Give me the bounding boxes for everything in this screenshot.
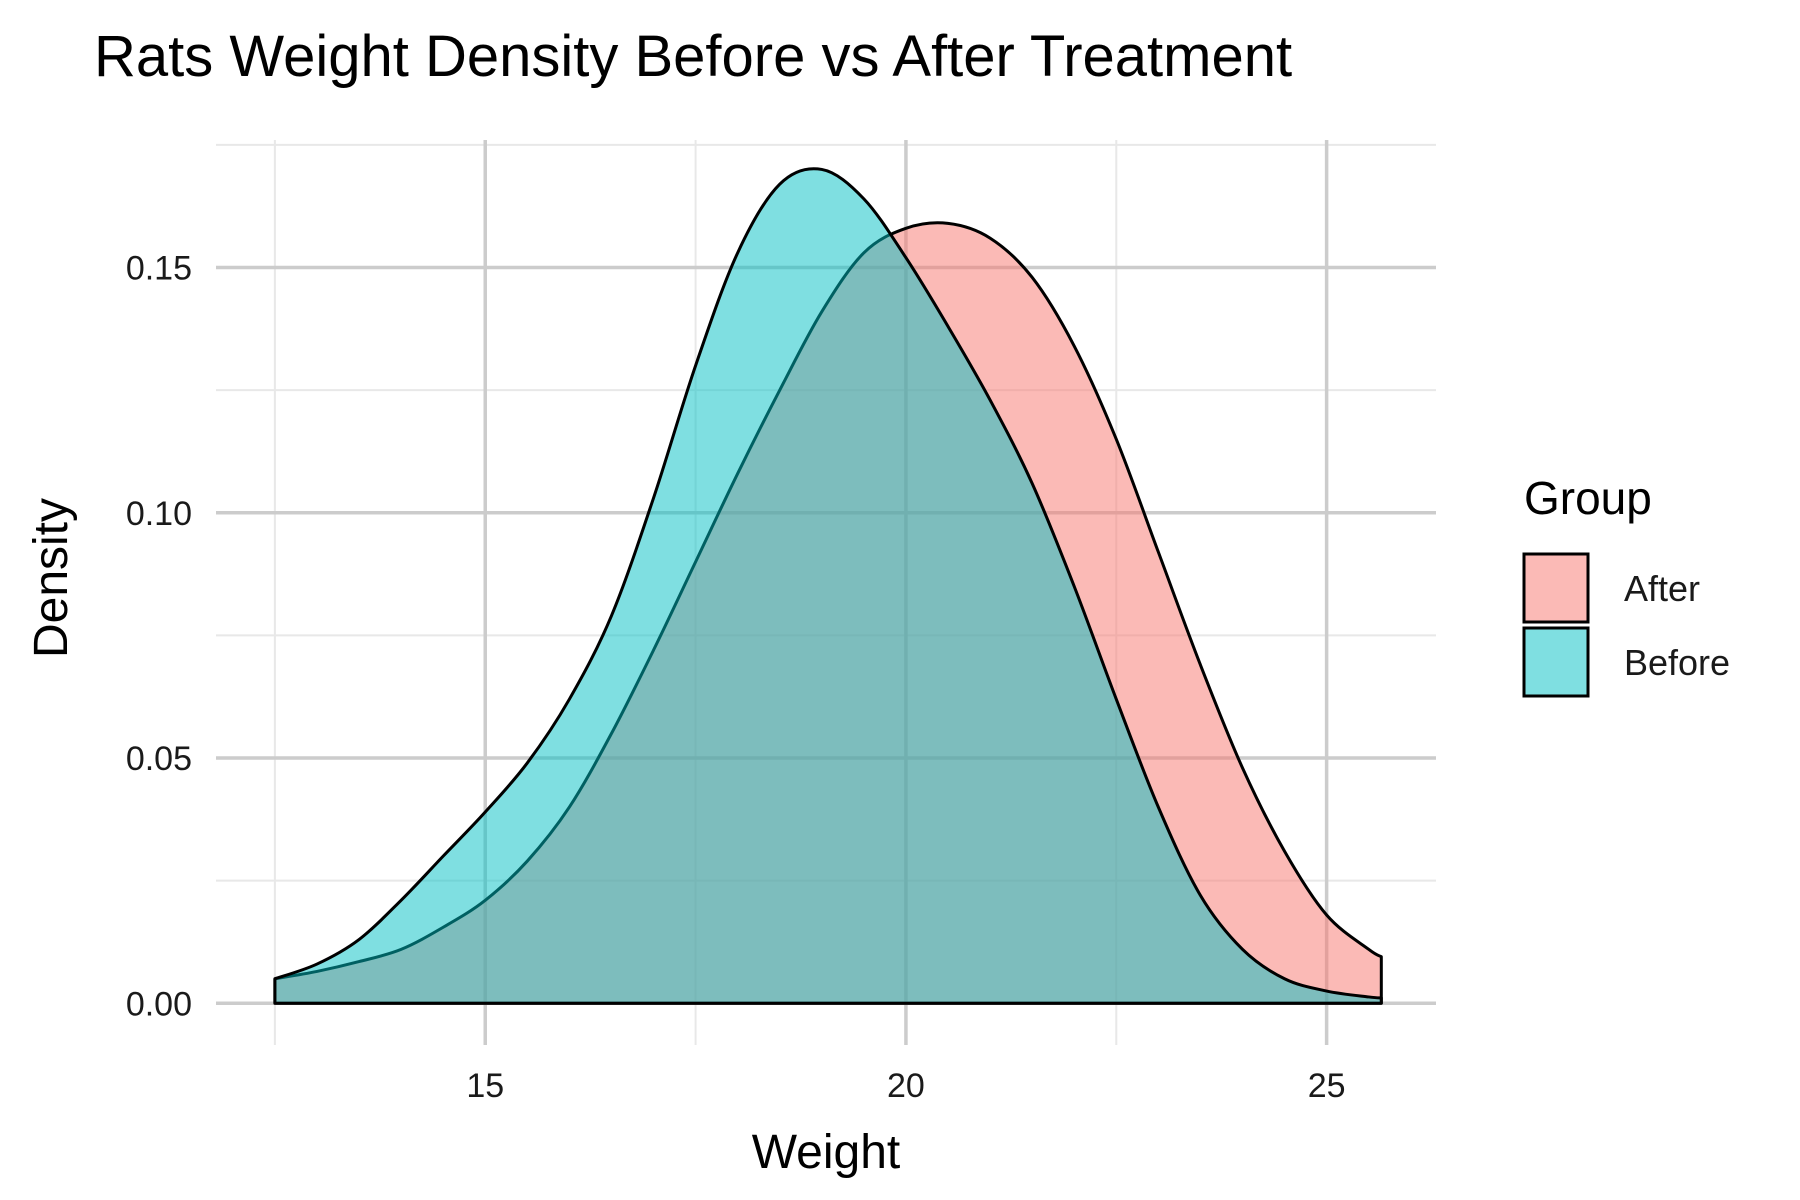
legend-label-before: Before	[1624, 642, 1730, 683]
legend-label-after: After	[1624, 568, 1700, 609]
legend-key-after	[1522, 552, 1590, 624]
legend: Group After Before	[1522, 472, 1730, 698]
legend-title: Group	[1524, 472, 1652, 524]
y-axis-tick-labels: 0.00 0.05 0.10 0.15	[126, 250, 192, 1024]
x-axis-title: Weight	[752, 1126, 901, 1179]
y-tick-label: 0.15	[126, 250, 192, 288]
chart-title: Rats Weight Density Before vs After Trea…	[94, 24, 1292, 89]
y-tick-label: 0.05	[126, 740, 192, 778]
legend-key-before	[1522, 626, 1590, 698]
legend-key-border	[1522, 626, 1590, 698]
x-tick-label: 15	[466, 1067, 504, 1105]
density-area-before	[273, 167, 1383, 1005]
x-axis-tick-labels: 15 20 25	[466, 1067, 1345, 1105]
density-areas	[273, 167, 1383, 1005]
y-axis-title: Density	[25, 498, 78, 658]
legend-key-border	[1522, 552, 1590, 624]
x-tick-label: 20	[887, 1067, 925, 1105]
y-tick-label: 0.10	[126, 495, 192, 533]
y-tick-label: 0.00	[126, 985, 192, 1023]
x-tick-label: 25	[1308, 1067, 1346, 1105]
